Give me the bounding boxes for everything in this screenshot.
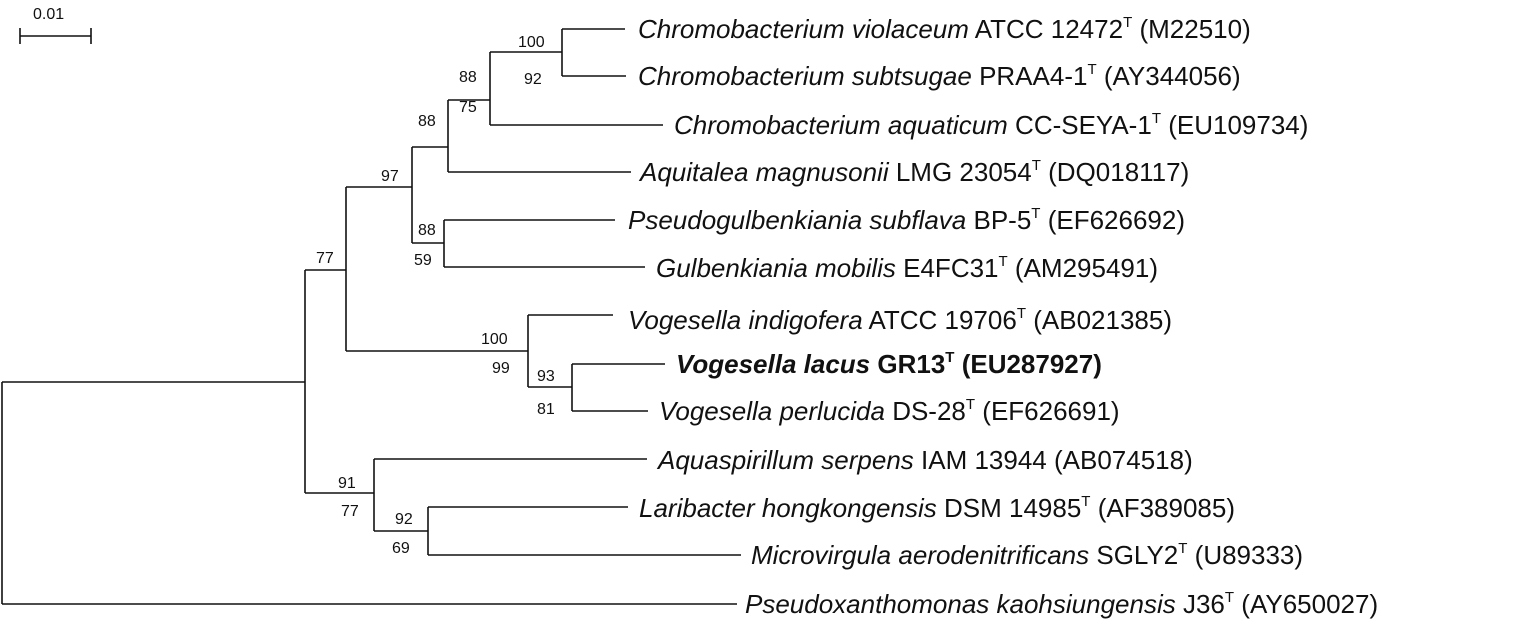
taxon-label-t2: Chromobacterium subtsugae PRAA4-1T (AY34…	[638, 61, 1241, 91]
taxon-species-name: Chromobacterium subtsugae	[638, 61, 972, 91]
taxon-accession: (EF626692)	[1040, 205, 1185, 235]
taxon-species-name: Aquaspirillum serpens	[656, 445, 914, 475]
taxon-label-t12: Microvirgula aerodenitrificans SGLY2T (U…	[751, 540, 1303, 570]
tree-branches	[1, 28, 741, 605]
taxon-species-name: Gulbenkiania mobilis	[656, 253, 896, 283]
taxon-strain: E4FC31	[896, 253, 999, 283]
type-strain-mark: T	[1087, 61, 1096, 78]
type-strain-mark: T	[1017, 305, 1026, 322]
type-strain-mark: T	[1152, 110, 1161, 127]
type-strain-mark: T	[1123, 14, 1132, 31]
taxon-accession: (AB074518)	[1047, 445, 1193, 475]
taxon-label-t6: Gulbenkiania mobilis E4FC31T (AM295491)	[656, 253, 1158, 283]
bootstrap-label: 88	[418, 113, 436, 130]
bootstrap-label: 77	[316, 250, 334, 267]
taxon-strain: ATCC 19706	[863, 305, 1017, 335]
taxon-strain: CC-SEYA-1	[1008, 110, 1152, 140]
taxon-species-name: Vogesella lacus	[676, 349, 870, 379]
taxon-strain: J36	[1176, 589, 1225, 619]
taxon-accession: (AY650027)	[1234, 589, 1378, 619]
bootstrap-label: 69	[392, 540, 410, 557]
taxon-strain: GR13	[870, 349, 945, 379]
taxon-species-name: Vogesella indigofera	[628, 305, 863, 335]
taxon-label-t9: Vogesella perlucida DS-28T (EF626691)	[659, 396, 1120, 426]
taxon-label-t10: Aquaspirillum serpens IAM 13944 (AB07451…	[656, 445, 1193, 475]
taxon-accession: (EU109734)	[1161, 110, 1308, 140]
type-strain-mark: T	[1225, 589, 1234, 606]
type-strain-mark: T	[1081, 493, 1090, 510]
taxon-species-name: Microvirgula aerodenitrificans	[751, 540, 1089, 570]
taxon-accession: (AB021385)	[1026, 305, 1172, 335]
type-strain-mark: T	[1031, 205, 1040, 222]
type-strain-mark: T	[1178, 540, 1187, 557]
bootstrap-label: 59	[414, 252, 432, 269]
bootstrap-label: 93	[537, 368, 555, 385]
bootstrap-label: 92	[395, 511, 413, 528]
type-strain-mark: T	[1032, 157, 1041, 174]
type-strain-mark: T	[966, 396, 975, 413]
taxon-species-name: Laribacter hongkongensis	[639, 493, 937, 523]
bootstrap-label: 97	[381, 168, 399, 185]
taxon-accession: (AF389085)	[1090, 493, 1235, 523]
type-strain-mark: T	[945, 349, 954, 366]
bootstrap-label: 100	[481, 331, 508, 348]
taxon-strain: IAM 13944	[914, 445, 1047, 475]
taxon-species-name: Vogesella perlucida	[659, 396, 885, 426]
taxon-accession: (AM295491)	[1008, 253, 1158, 283]
bootstrap-values: 100 92 88 75 88 97 88 59 77 100 99 93 81…	[316, 34, 555, 557]
taxon-labels: Chromobacterium violaceum ATCC 12472T (M…	[628, 14, 1378, 619]
taxon-strain: ATCC 12472	[969, 14, 1123, 44]
taxon-accession: (M22510)	[1132, 14, 1251, 44]
taxon-strain: DS-28	[885, 396, 966, 426]
taxon-label-t7: Vogesella indigofera ATCC 19706T (AB0213…	[628, 305, 1172, 335]
taxon-strain: LMG 23054	[889, 157, 1032, 187]
taxon-label-t4: Aquitalea magnusonii LMG 23054T (DQ01811…	[638, 157, 1189, 187]
taxon-accession: (AY344056)	[1097, 61, 1241, 91]
bootstrap-label: 77	[341, 503, 359, 520]
taxon-strain: DSM 14985	[937, 493, 1082, 523]
taxon-label-t13: Pseudoxanthomonas kaohsiungensis J36T (A…	[745, 589, 1378, 619]
bootstrap-label: 75	[459, 99, 477, 116]
bootstrap-label: 91	[338, 475, 356, 492]
scale-bar	[19, 28, 92, 44]
taxon-species-name: Pseudogulbenkiania subflava	[628, 205, 966, 235]
taxon-species-name: Pseudoxanthomonas kaohsiungensis	[745, 589, 1176, 619]
scale-bar-label: 0.01	[33, 6, 64, 23]
bootstrap-label: 88	[459, 69, 477, 86]
taxon-species-name: Chromobacterium aquaticum	[674, 110, 1008, 140]
taxon-accession: (DQ018117)	[1041, 157, 1189, 187]
taxon-species-name: Aquitalea magnusonii	[638, 157, 890, 187]
bootstrap-label: 92	[524, 71, 542, 88]
bootstrap-label: 81	[537, 401, 555, 418]
taxon-accession: (U89333)	[1187, 540, 1303, 570]
taxon-species-name: Chromobacterium violaceum	[638, 14, 969, 44]
taxon-strain: BP-5	[966, 205, 1031, 235]
taxon-label-t11: Laribacter hongkongensis DSM 14985T (AF3…	[639, 493, 1235, 523]
taxon-label-t1: Chromobacterium violaceum ATCC 12472T (M…	[638, 14, 1251, 44]
type-strain-mark: T	[999, 253, 1008, 270]
taxon-label-t5: Pseudogulbenkiania subflava BP-5T (EF626…	[628, 205, 1185, 235]
taxon-accession: (EF626691)	[975, 396, 1120, 426]
taxon-strain: SGLY2	[1089, 540, 1178, 570]
taxon-accession: (EU287927)	[954, 349, 1101, 379]
taxon-label-t3: Chromobacterium aquaticum CC-SEYA-1T (EU…	[674, 110, 1308, 140]
bootstrap-label: 88	[418, 222, 436, 239]
bootstrap-label: 100	[518, 34, 545, 51]
bootstrap-label: 99	[492, 360, 510, 377]
taxon-strain: PRAA4-1	[972, 61, 1088, 91]
taxon-label-t8: Vogesella lacus GR13T (EU287927)	[676, 349, 1102, 379]
